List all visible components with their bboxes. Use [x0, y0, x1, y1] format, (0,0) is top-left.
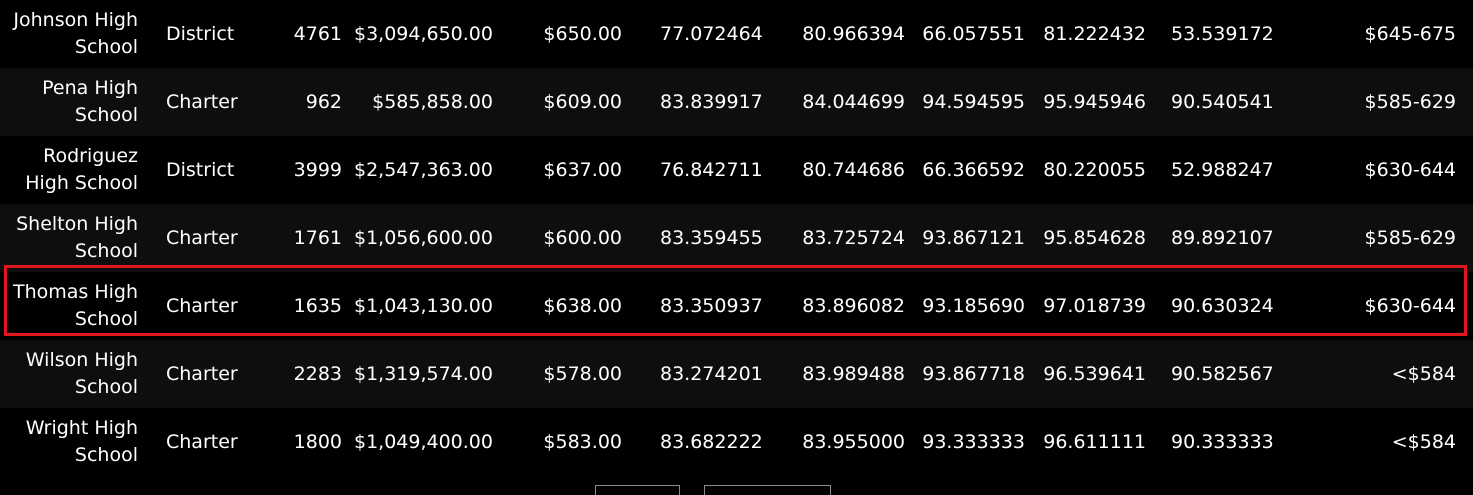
avg-reading-score-cell: 84.044699	[802, 91, 905, 113]
avg-math-score-cell: 83.359455	[660, 227, 763, 249]
total-students-cell: 1635	[293, 295, 342, 317]
total-budget-cell: $1,043,130.00	[353, 295, 493, 317]
avg-reading-score-cell: 83.989488	[802, 363, 905, 385]
avg-math-score-cell: 76.842711	[660, 159, 763, 181]
per-student-budget-cell: $638.00	[543, 295, 622, 317]
school-type-cell: Charter	[166, 431, 238, 453]
avg-reading-score-cell: 80.966394	[802, 23, 905, 45]
school-name-cell: Thomas High School	[12, 281, 138, 330]
pct-passing-math-cell: 93.867718	[922, 363, 1025, 385]
per-student-budget-cell: $578.00	[543, 363, 622, 385]
pct-passing-reading-cell: 80.220055	[1043, 159, 1146, 181]
school-name-cell: Wilson High School	[25, 349, 138, 398]
pct-passing-reading-cell: 95.945946	[1043, 91, 1146, 113]
pct-passing-math-cell: 66.057551	[922, 23, 1025, 45]
avg-math-score-cell: 83.839917	[660, 91, 763, 113]
pct-passing-reading-cell: 96.611111	[1043, 431, 1146, 453]
pct-passing-reading-cell: 81.222432	[1043, 23, 1146, 45]
total-students-cell: 1800	[293, 431, 342, 453]
spending-range-cell: $630-644	[1364, 295, 1456, 317]
pct-passing-math-cell: 93.185690	[922, 295, 1025, 317]
avg-math-score-cell: 83.682222	[660, 431, 763, 453]
avg-reading-score-cell: 80.744686	[802, 159, 905, 181]
next-page-button[interactable]	[704, 485, 831, 495]
spending-range-cell: <$584	[1391, 431, 1456, 453]
per-student-budget-cell: $583.00	[543, 431, 622, 453]
pct-overall-passing-cell: 90.333333	[1171, 431, 1274, 453]
pct-overall-passing-cell: 90.582567	[1171, 363, 1274, 385]
total-budget-cell: $1,056,600.00	[353, 227, 493, 249]
school-name-cell: Pena High School	[42, 77, 138, 126]
total-students-cell: 2283	[293, 363, 342, 385]
per-student-budget-cell: $650.00	[543, 23, 622, 45]
table-row[interactable]: Rodriguez High School District 3999 $2,5…	[0, 136, 1473, 204]
total-students-cell: 4761	[293, 23, 342, 45]
pct-overall-passing-cell: 52.988247	[1171, 159, 1274, 181]
total-budget-cell: $585,858.00	[372, 91, 493, 113]
total-students-cell: 962	[305, 91, 342, 113]
table-row[interactable]: Wilson High School Charter 2283 $1,319,5…	[0, 340, 1473, 408]
pct-overall-passing-cell: 90.540541	[1171, 91, 1274, 113]
pct-passing-math-cell: 93.333333	[922, 431, 1025, 453]
table-row[interactable]: Johnson High School District 4761 $3,094…	[0, 0, 1473, 68]
avg-math-score-cell: 83.274201	[660, 363, 763, 385]
avg-math-score-cell: 77.072464	[660, 23, 763, 45]
total-students-cell: 3999	[293, 159, 342, 181]
pct-overall-passing-cell: 89.892107	[1171, 227, 1274, 249]
pct-overall-passing-cell: 90.630324	[1171, 295, 1274, 317]
total-budget-cell: $2,547,363.00	[353, 159, 493, 181]
table-row[interactable]: Shelton High School Charter 1761 $1,056,…	[0, 204, 1473, 272]
school-name-cell: Rodriguez High School	[25, 145, 138, 194]
pct-passing-reading-cell: 95.854628	[1043, 227, 1146, 249]
school-name-cell: Johnson High School	[13, 9, 138, 58]
spending-range-cell: $585-629	[1364, 227, 1456, 249]
spending-range-cell: $630-644	[1364, 159, 1456, 181]
avg-reading-score-cell: 83.896082	[802, 295, 905, 317]
school-type-cell: District	[166, 23, 235, 45]
spending-range-cell: <$584	[1391, 363, 1456, 385]
total-budget-cell: $1,049,400.00	[353, 431, 493, 453]
per-student-budget-cell: $637.00	[543, 159, 622, 181]
pct-passing-math-cell: 66.366592	[922, 159, 1025, 181]
per-student-budget-cell: $609.00	[543, 91, 622, 113]
school-type-cell: Charter	[166, 295, 238, 317]
school-type-cell: District	[166, 159, 235, 181]
total-budget-cell: $3,094,650.00	[353, 23, 493, 45]
school-name-cell: Wright High School	[25, 417, 138, 466]
previous-page-button[interactable]	[595, 485, 680, 495]
table-row[interactable]: Wright High School Charter 1800 $1,049,4…	[0, 408, 1473, 476]
spending-range-cell: $585-629	[1364, 91, 1456, 113]
avg-reading-score-cell: 83.725724	[802, 227, 905, 249]
table-row-highlighted[interactable]: Thomas High School Charter 1635 $1,043,1…	[0, 272, 1473, 340]
pct-passing-reading-cell: 96.539641	[1043, 363, 1146, 385]
school-type-cell: Charter	[166, 363, 238, 385]
avg-reading-score-cell: 83.955000	[802, 431, 905, 453]
table-row[interactable]: Pena High School Charter 962 $585,858.00…	[0, 68, 1473, 136]
school-type-cell: Charter	[166, 227, 238, 249]
total-students-cell: 1761	[293, 227, 342, 249]
total-budget-cell: $1,319,574.00	[353, 363, 493, 385]
school-summary-table: Johnson High School District 4761 $3,094…	[0, 0, 1473, 476]
spending-range-cell: $645-675	[1364, 23, 1456, 45]
avg-math-score-cell: 83.350937	[660, 295, 763, 317]
per-student-budget-cell: $600.00	[543, 227, 622, 249]
pct-passing-math-cell: 93.867121	[922, 227, 1025, 249]
pct-passing-math-cell: 94.594595	[922, 91, 1025, 113]
pct-overall-passing-cell: 53.539172	[1171, 23, 1274, 45]
school-name-cell: Shelton High School	[16, 213, 138, 262]
school-type-cell: Charter	[166, 91, 238, 113]
pct-passing-reading-cell: 97.018739	[1043, 295, 1146, 317]
